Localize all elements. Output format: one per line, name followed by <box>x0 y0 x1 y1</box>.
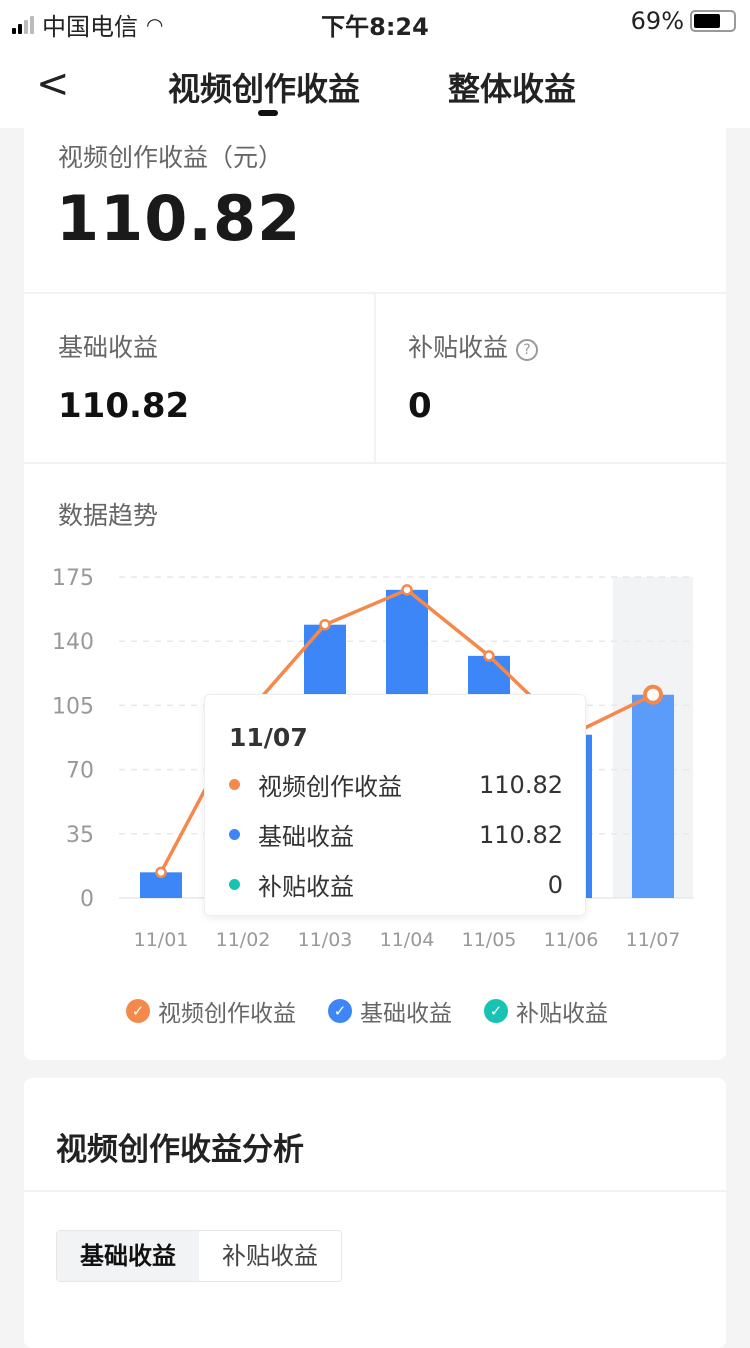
tab-subsidy[interactable]: 补贴收益 <box>222 1242 318 1270</box>
divider <box>24 1190 726 1192</box>
y-tick-label: 105 <box>52 694 94 719</box>
subsidy-label: 补贴收益 <box>408 333 509 362</box>
x-tick-label: 11/03 <box>298 929 353 951</box>
divider <box>24 292 726 294</box>
tab-basic[interactable]: 基础收益 <box>57 1231 199 1281</box>
clock: 下午8:24 <box>321 13 429 41</box>
y-tick-label: 175 <box>52 566 94 591</box>
analysis-tabs: 基础收益 补贴收益 <box>56 1230 342 1282</box>
nav-bar: < 视频创作收益 整体收益 <box>0 42 750 128</box>
orange-dot-icon <box>229 779 240 790</box>
legend-item-subsidy[interactable]: ✓ 补贴收益 <box>484 994 608 1028</box>
tooltip-value: 0 <box>547 870 563 899</box>
bar <box>632 694 674 898</box>
chart-tooltip: 11/07 视频创作收益 110.82 基础收益 110.82 补贴收益 0 <box>204 694 586 916</box>
tooltip-row: 补贴收益 0 <box>229 867 563 902</box>
basic-value: 110.82 <box>58 386 190 426</box>
help-icon[interactable]: ? <box>516 339 539 361</box>
tooltip-value: 110.82 <box>479 820 563 849</box>
status-bar: 中国电信 ◠ 下午8:24 69% <box>0 0 750 42</box>
x-tick-label: 11/04 <box>380 929 435 951</box>
battery-icon <box>690 10 736 32</box>
y-tick-label: 0 <box>80 887 94 912</box>
x-tick-label: 11/07 <box>626 929 681 951</box>
legend-item-basic[interactable]: ✓ 基础收益 <box>328 994 452 1028</box>
chart-legend: ✓ 视频创作收益 ✓ 基础收益 ✓ 补贴收益 <box>126 994 608 1028</box>
divider <box>374 294 376 464</box>
tooltip-date: 11/07 <box>229 723 308 752</box>
line-point <box>319 618 331 631</box>
check-icon: ✓ <box>126 999 150 1023</box>
tooltip-row: 视频创作收益 110.82 <box>229 767 563 802</box>
tab-overall-earnings[interactable]: 整体收益 <box>448 70 577 108</box>
trend-title: 数据趋势 <box>58 501 159 530</box>
legend-item-video[interactable]: ✓ 视频创作收益 <box>126 994 296 1028</box>
tooltip-row: 基础收益 110.82 <box>229 817 563 852</box>
basic-label: 基础收益 <box>58 333 159 362</box>
divider <box>24 462 726 464</box>
wifi-icon: ◠ <box>146 12 164 37</box>
line-point <box>155 866 167 879</box>
x-tick-label: 11/05 <box>462 929 517 951</box>
y-tick-label: 70 <box>66 759 94 784</box>
total-value: 110.82 <box>56 182 302 255</box>
tooltip-value: 110.82 <box>479 770 563 799</box>
subsidy-value: 0 <box>408 386 432 426</box>
tooltip-name: 补贴收益 <box>258 873 354 901</box>
line-point <box>643 684 663 705</box>
carrier: 中国电信 <box>42 13 138 41</box>
line-point <box>483 650 495 662</box>
total-label: 视频创作收益（元） <box>58 143 284 172</box>
tooltip-name: 基础收益 <box>258 823 354 851</box>
blue-dot-icon <box>229 829 240 840</box>
y-tick-label: 35 <box>66 823 94 848</box>
x-tick-label: 11/02 <box>216 929 271 951</box>
tooltip-name: 视频创作收益 <box>258 773 402 801</box>
active-tab-indicator <box>258 110 278 116</box>
line-point <box>401 584 413 596</box>
earnings-card: 视频创作收益（元） 110.82 基础收益 110.82 补贴收益? 0 数据趋… <box>24 128 726 1060</box>
back-chevron-icon[interactable]: < <box>36 61 70 107</box>
x-tick-label: 11/06 <box>544 929 599 951</box>
teal-dot-icon <box>229 879 240 890</box>
analysis-title: 视频创作收益分析 <box>56 1132 304 1168</box>
analysis-card: 视频创作收益分析 基础收益 补贴收益 <box>24 1078 726 1348</box>
check-icon: ✓ <box>328 999 352 1023</box>
subsidy-label-wrap: 补贴收益? <box>408 328 539 364</box>
signal-icon <box>12 15 34 34</box>
y-tick-label: 140 <box>52 630 94 655</box>
check-icon: ✓ <box>484 999 508 1023</box>
battery-percent: 69% <box>630 7 684 35</box>
tab-video-earnings[interactable]: 视频创作收益 <box>168 70 361 108</box>
x-tick-label: 11/01 <box>134 929 189 951</box>
